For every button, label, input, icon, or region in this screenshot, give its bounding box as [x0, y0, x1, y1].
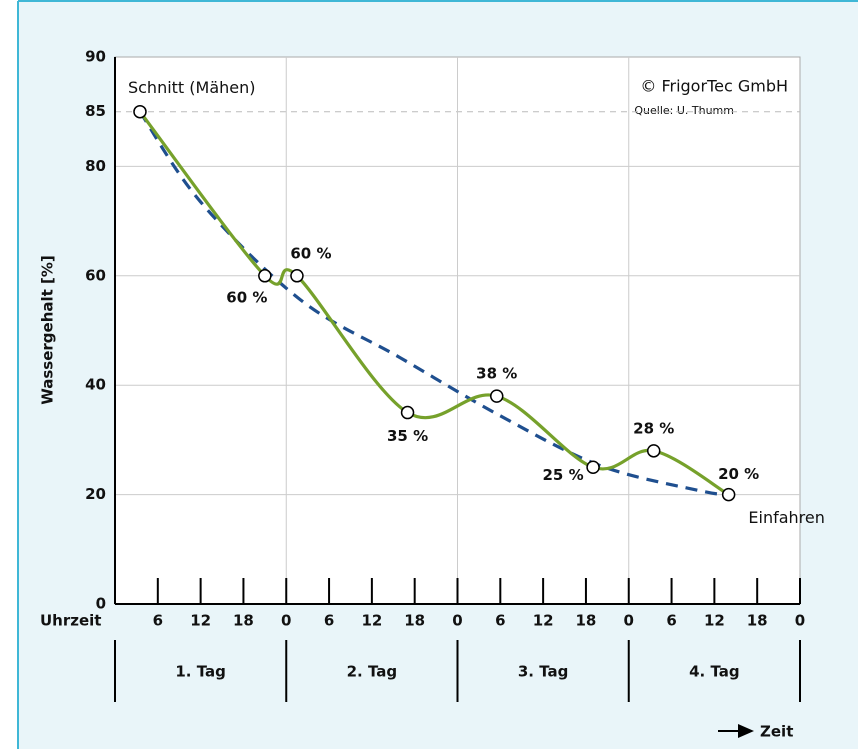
value-label: 38 % [476, 365, 517, 383]
day-label: 4. Tag [689, 663, 740, 681]
value-label: 60 % [226, 288, 267, 306]
x-tick-label: 0 [795, 612, 805, 630]
point [258, 269, 272, 283]
point [586, 460, 600, 474]
day-label: 1. Tag [175, 663, 226, 681]
point [133, 104, 147, 119]
x-tick-label: 0 [281, 612, 291, 630]
value-label: 20 % [718, 465, 759, 483]
arrow-head [738, 724, 754, 738]
point [489, 389, 504, 403]
x-tick-label: 12 [704, 612, 725, 630]
point [290, 269, 304, 283]
y-tick-label: 60 [85, 266, 106, 284]
x-tick-label: 18 [576, 612, 597, 630]
series-line [138, 110, 729, 497]
y-tick-label: 40 [85, 376, 106, 394]
y-axis-label: Wassergehalt [%] [39, 255, 57, 405]
x-tick-label: 12 [190, 612, 211, 630]
y-tick-label: 85 [85, 102, 106, 120]
point [721, 487, 736, 502]
copyright: © FrigorTec GmbH [640, 77, 788, 96]
point [646, 444, 661, 458]
value-label: 60 % [290, 244, 331, 262]
x-axis-label: Uhrzeit [40, 612, 101, 630]
x-tick-label: 6 [666, 612, 676, 630]
arrow-label: Zeit [760, 723, 793, 741]
x-tick-label: 6 [324, 612, 334, 630]
x-tick-label: 0 [452, 612, 462, 630]
x-tick-label: 6 [153, 612, 163, 630]
x-tick-label: 18 [233, 612, 254, 630]
y-tick-label: 20 [85, 485, 106, 503]
source: Quelle: U. Thumm [634, 104, 734, 117]
value-label: 25 % [543, 466, 584, 484]
x-tick-label: 0 [624, 612, 634, 630]
y-tick-label: 0 [96, 595, 106, 613]
y-tick-label: 90 [85, 48, 106, 66]
value-label: 28 % [633, 419, 674, 437]
annotation: Einfahren [748, 508, 824, 527]
day-label: 2. Tag [347, 663, 398, 681]
y-tick-label: 80 [85, 157, 106, 175]
point [400, 405, 415, 420]
day-label: 3. Tag [518, 663, 569, 681]
x-tick-label: 18 [404, 612, 425, 630]
x-tick-label: 6 [495, 612, 505, 630]
x-tick-label: 12 [361, 612, 382, 630]
x-tick-label: 18 [747, 612, 768, 630]
x-tick-label: 12 [533, 612, 554, 630]
annotation: Schnitt (Mähen) [128, 78, 256, 97]
value-label: 35 % [387, 427, 428, 445]
